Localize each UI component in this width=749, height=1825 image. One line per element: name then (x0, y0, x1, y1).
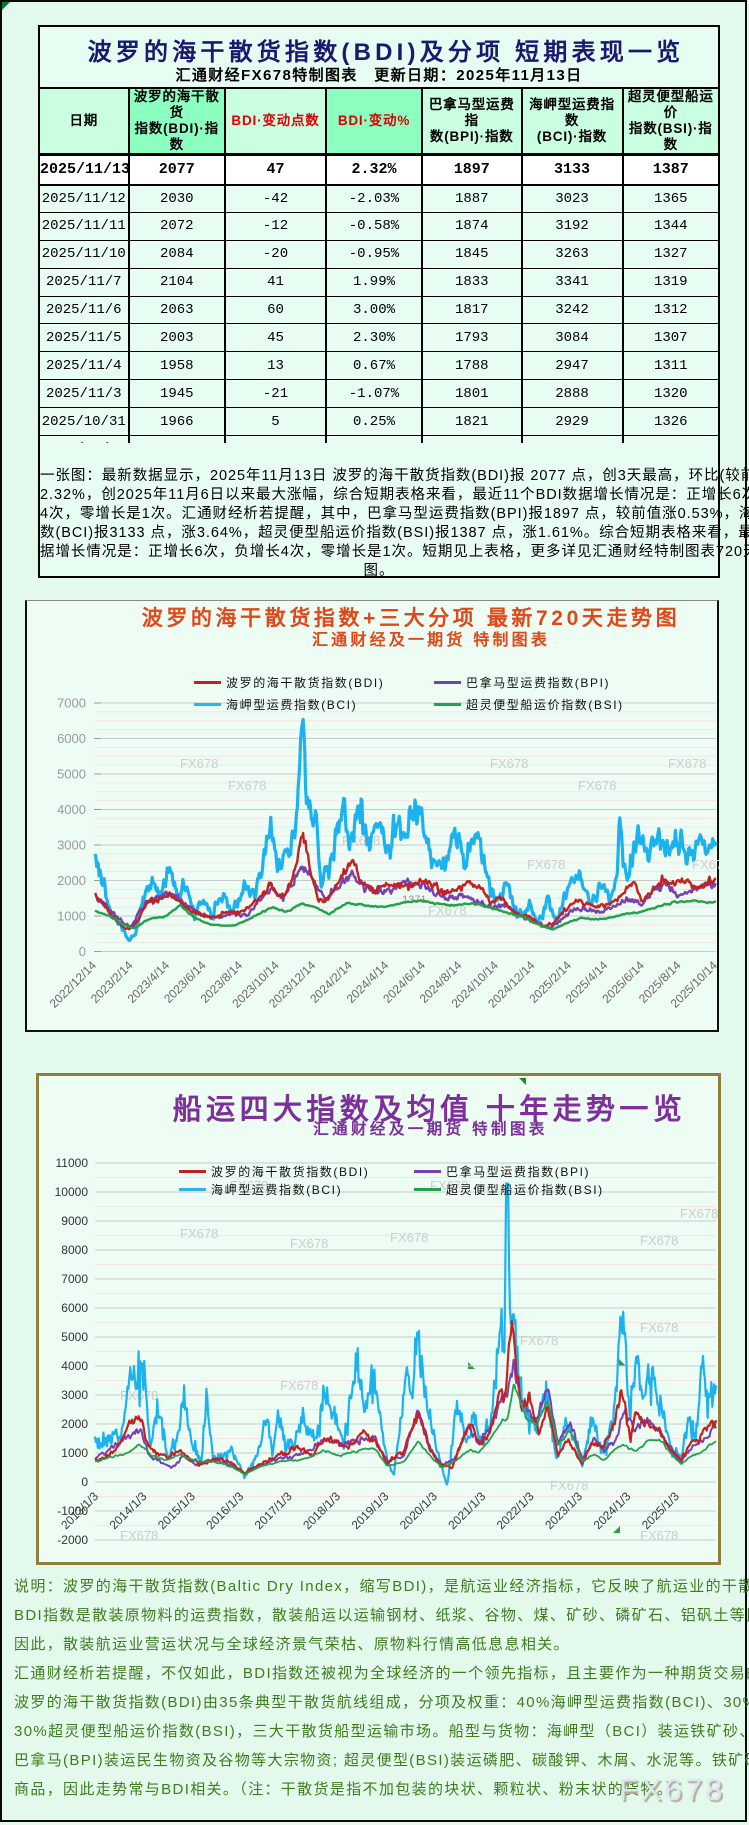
svg-text:6000: 6000 (57, 731, 86, 746)
svg-text:8000: 8000 (61, 1243, 88, 1257)
svg-text:FX678: FX678 (230, 1178, 268, 1193)
svg-text:10000: 10000 (55, 1185, 89, 1199)
svg-text:11000: 11000 (56, 1156, 89, 1170)
svg-text:FX678: FX678 (120, 1528, 158, 1543)
svg-text:3000: 3000 (61, 1388, 88, 1402)
svg-text:2022/12/14: 2022/12/14 (47, 958, 100, 1011)
svg-text:FX678: FX678 (578, 778, 616, 793)
svg-text:FX678: FX678 (520, 1333, 558, 1348)
svg-text:9000: 9000 (61, 1214, 88, 1228)
svg-text:FX678: FX678 (290, 1236, 328, 1251)
svg-text:FX678: FX678 (180, 1226, 218, 1241)
svg-text:FX678: FX678 (280, 1378, 318, 1393)
svg-text:2000: 2000 (57, 873, 86, 888)
svg-text:FX678: FX678 (640, 1528, 678, 1543)
svg-text:FX678: FX678 (390, 1230, 428, 1245)
svg-text:2000: 2000 (61, 1417, 88, 1431)
svg-text:FX678: FX678 (640, 1233, 678, 1248)
svg-text:0: 0 (79, 944, 86, 959)
svg-text:4000: 4000 (57, 802, 86, 817)
svg-text:FX678: FX678 (527, 857, 565, 872)
svg-text:5000: 5000 (57, 767, 86, 782)
svg-text:FX678: FX678 (428, 903, 466, 918)
svg-text:5000: 5000 (61, 1330, 88, 1344)
svg-text:FX678: FX678 (668, 756, 706, 771)
svg-text:FX678: FX678 (228, 778, 266, 793)
svg-text:3000: 3000 (57, 838, 86, 853)
svg-text:FX678: FX678 (490, 756, 528, 771)
svg-text:7000: 7000 (57, 696, 86, 711)
svg-text:-2000: -2000 (57, 1533, 88, 1547)
svg-text:FX678: FX678 (680, 1206, 718, 1221)
svg-text:1000: 1000 (61, 1446, 88, 1460)
svg-text:FX678: FX678 (550, 1478, 588, 1493)
svg-text:-1000: -1000 (57, 1504, 88, 1518)
svg-text:4000: 4000 (61, 1359, 88, 1373)
svg-text:FX678: FX678 (180, 756, 218, 771)
svg-text:1000: 1000 (57, 909, 86, 924)
svg-text:6000: 6000 (61, 1301, 88, 1315)
svg-text:FX678: FX678 (640, 1320, 678, 1335)
svg-text:7000: 7000 (61, 1272, 88, 1286)
svg-text:0: 0 (81, 1475, 88, 1489)
svg-text:FX678: FX678 (692, 857, 719, 872)
